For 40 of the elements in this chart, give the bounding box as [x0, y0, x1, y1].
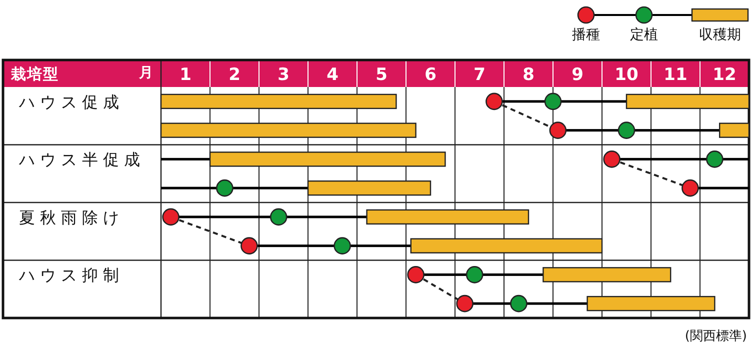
- legend-label: 播種: [572, 27, 600, 43]
- point: [270, 208, 288, 226]
- x-tick-label: 10: [614, 65, 638, 85]
- y-tick-label: ハウス抑制: [18, 266, 124, 285]
- point: [466, 266, 484, 284]
- bar: [719, 122, 750, 138]
- x-axis-title: 月: [138, 65, 153, 81]
- text: (関西標準): [684, 329, 747, 344]
- point: [407, 266, 424, 284]
- point: [618, 122, 636, 139]
- point: [162, 208, 180, 226]
- bar: [161, 158, 210, 160]
- y-tick-label: ハウス半促成: [18, 150, 145, 170]
- x-tick-label: 7: [474, 65, 486, 85]
- y-tick-label: 夏秋雨除け: [19, 208, 124, 227]
- x-tick-label: 6: [424, 65, 436, 85]
- x-tick-label: 4: [326, 65, 339, 85]
- x-tick-label: 12: [712, 65, 736, 85]
- point: [549, 122, 567, 139]
- point: [706, 150, 724, 168]
- point: [682, 179, 699, 197]
- y-axis-title: 栽培型: [10, 65, 59, 83]
- x-tick-label: 5: [376, 65, 388, 85]
- legend-label: 収穫期: [699, 27, 741, 43]
- y-tick-label: ハウス促成: [18, 92, 124, 112]
- point: [544, 92, 562, 110]
- point: [510, 294, 528, 312]
- x-tick-label: 2: [228, 65, 240, 85]
- x-tick-label: 1: [180, 65, 192, 85]
- x-tick-label: 9: [572, 65, 584, 85]
- x-tick-label: 8: [522, 65, 534, 85]
- point: [486, 92, 503, 110]
- point: [216, 179, 234, 197]
- point: [240, 237, 258, 254]
- x-tick-label: 3: [278, 65, 290, 85]
- point: [456, 294, 474, 312]
- point: [603, 150, 620, 168]
- point: [334, 237, 351, 254]
- legend-label: 定植: [630, 27, 658, 43]
- x-tick-label: 11: [664, 65, 688, 85]
